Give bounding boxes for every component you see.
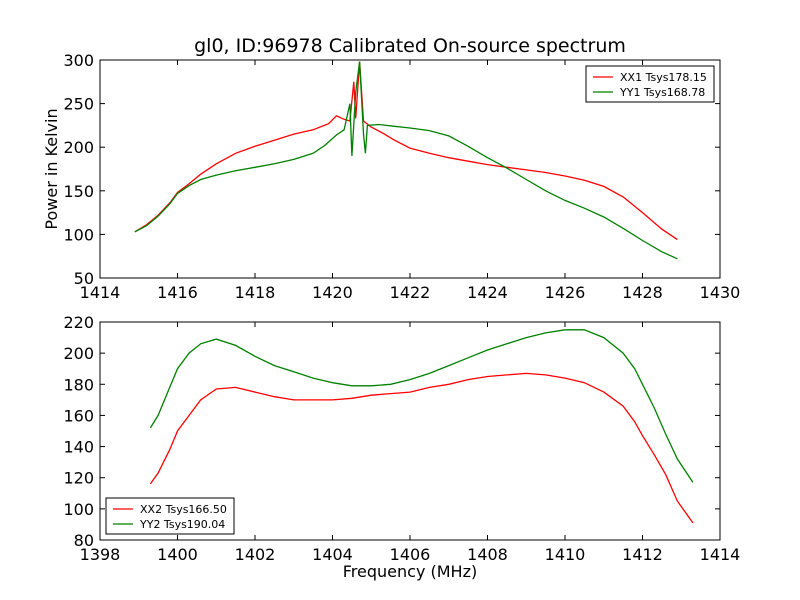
bottom-spectrum-panel: 1398 1400 1402 1404 1406 1408 1410 1412 1414 80 10…	[63, 313, 740, 581]
y-tick-label: 150	[63, 182, 94, 201]
y-tick-label: 180	[63, 375, 94, 394]
y-tick-label: 80	[74, 531, 94, 550]
series-line-yy1	[134, 61, 678, 260]
y-tick-label: 300	[63, 51, 94, 70]
x-tick-label: 1402	[235, 545, 276, 564]
y-tick-label: 160	[63, 406, 94, 425]
legend-box	[105, 497, 235, 535]
x-tick-label: 1422	[390, 283, 431, 302]
y-tick-label: 200	[63, 344, 94, 363]
figure-title: gl0, ID:96978 Calibrated On-source spect…	[194, 35, 626, 57]
x-tick-label: 1430	[700, 283, 741, 302]
x-tick-label: 1410	[545, 545, 586, 564]
x-tick-label: 1414	[700, 545, 741, 564]
y-tick-label: 100	[63, 500, 94, 519]
x-tick-label: 1400	[157, 545, 198, 564]
x-tick-label: 1424	[467, 283, 508, 302]
x-tick-label: 1428	[622, 283, 663, 302]
x-tick-label: 1404	[312, 545, 353, 564]
series-line-yy2	[149, 329, 694, 483]
x-tick-label: 1412	[622, 545, 663, 564]
legend: XX1 Tsys178.15 YY1 Tsys168.78	[585, 65, 715, 103]
y-tick-label: 50	[74, 269, 94, 288]
y-tick-label: 140	[63, 438, 94, 457]
y-tick-label: 220	[63, 313, 94, 332]
x-tick-label: 1406	[390, 545, 431, 564]
legend-entry: YY2 Tsys190.04	[139, 518, 225, 531]
x-tick-label: 1420	[312, 283, 353, 302]
x-tick-label: 1426	[545, 283, 586, 302]
series-line-xx2	[149, 372, 694, 524]
legend-entry: XX2 Tsys166.50	[140, 503, 227, 516]
legend-entry: YY1 Tsys168.78	[619, 86, 705, 99]
x-tick-label: 1408	[467, 545, 508, 564]
legend: XX2 Tsys166.50 YY2 Tsys190.04	[105, 497, 235, 535]
y-tick-label: 250	[63, 95, 94, 114]
x-tick-label: 1418	[235, 283, 276, 302]
y-tick-label: 200	[63, 138, 94, 157]
y-tick-label: 120	[63, 469, 94, 488]
top-spectrum-panel: 1414 1416 1418 1420 1422 1424 1426 1428 1430 50 10…	[42, 51, 740, 302]
x-axis-label: Frequency (MHz)	[343, 562, 477, 581]
x-tick-label: 1414	[80, 283, 121, 302]
x-tick-label: 1398	[80, 545, 121, 564]
y-tick-label: 100	[63, 225, 94, 244]
y-axis-label: Power in Kelvin	[42, 108, 61, 229]
legend-box	[585, 65, 715, 103]
legend-entry: XX1 Tsys178.15	[620, 71, 707, 84]
x-tick-label: 1416	[157, 283, 198, 302]
